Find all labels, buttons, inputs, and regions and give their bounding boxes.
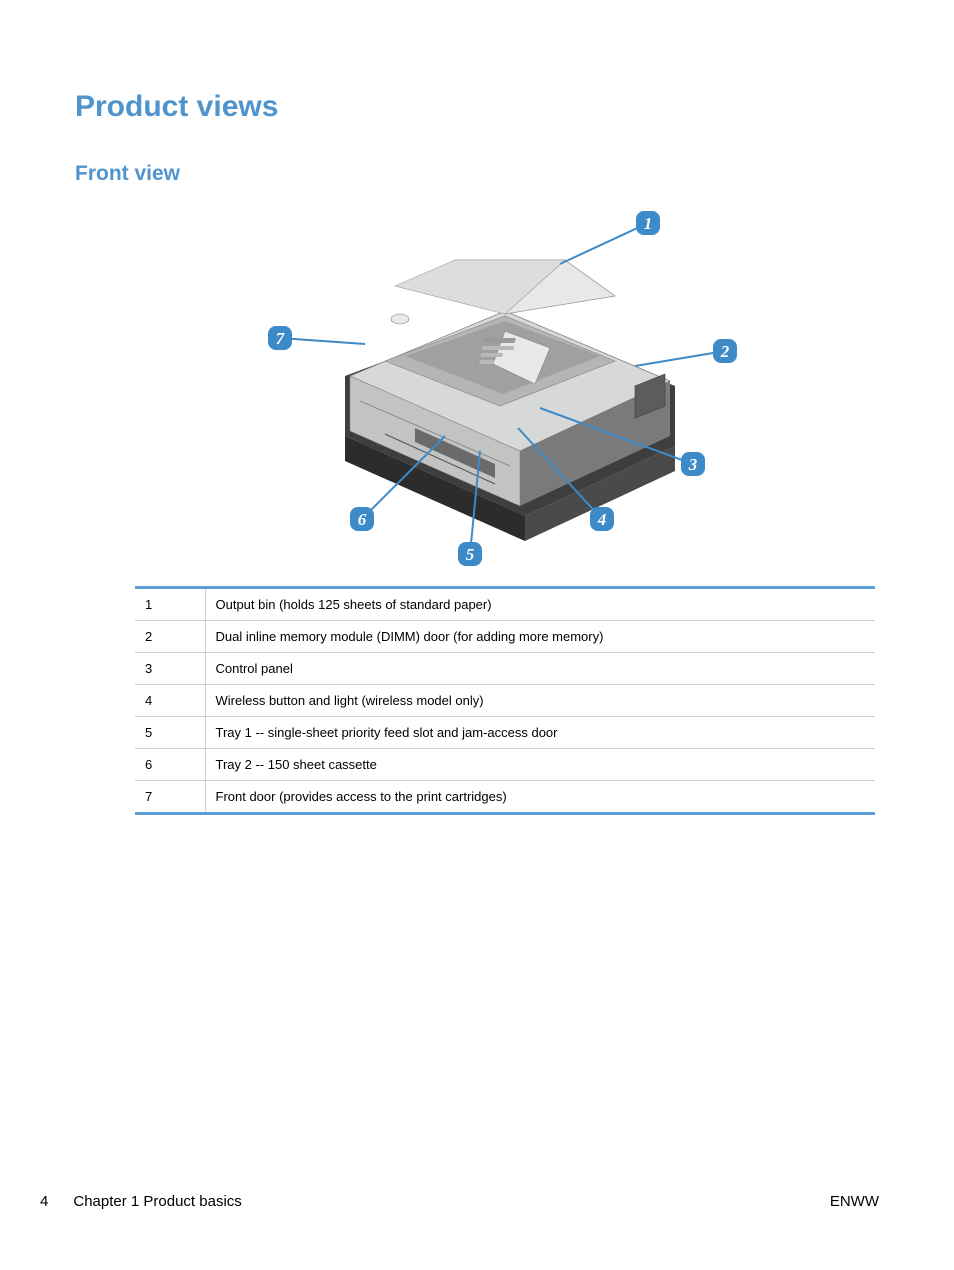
callout-bubble-6: 6 [350, 507, 374, 531]
table-row: 5Tray 1 -- single-sheet priority feed sl… [135, 717, 875, 749]
callout-bubble-3: 3 [681, 452, 705, 476]
section-title: Front view [75, 162, 879, 186]
page-title: Product views [75, 90, 879, 124]
row-description: Control panel [205, 653, 875, 685]
row-description: Dual inline memory module (DIMM) door (f… [205, 621, 875, 653]
table-row: 7Front door (provides access to the prin… [135, 781, 875, 814]
row-number: 5 [135, 717, 205, 749]
row-number: 4 [135, 685, 205, 717]
row-number: 6 [135, 749, 205, 781]
table-row: 1Output bin (holds 125 sheets of standar… [135, 588, 875, 621]
callout-bubble-1: 1 [636, 211, 660, 235]
printer-diagram-svg: 1 2 3 4 5 6 7 [135, 206, 875, 576]
callout-table: 1Output bin (holds 125 sheets of standar… [135, 586, 875, 815]
callout-bubble-2: 2 [713, 339, 737, 363]
callout-bubble-7: 7 [268, 326, 292, 350]
printer-body [345, 260, 675, 541]
row-description: Tray 2 -- 150 sheet cassette [205, 749, 875, 781]
table-row: 4Wireless button and light (wireless mod… [135, 685, 875, 717]
chapter-title: Chapter 1 Product basics [73, 1193, 241, 1210]
row-number: 1 [135, 588, 205, 621]
row-number: 7 [135, 781, 205, 814]
svg-text:1: 1 [644, 214, 653, 233]
row-description: Front door (provides access to the print… [205, 781, 875, 814]
table-row: 6Tray 2 -- 150 sheet cassette [135, 749, 875, 781]
svg-text:4: 4 [597, 510, 607, 529]
page-number: 4 [40, 1193, 48, 1210]
row-number: 3 [135, 653, 205, 685]
footer-right: ENWW [830, 1193, 879, 1210]
row-number: 2 [135, 621, 205, 653]
callout-bubble-5: 5 [458, 542, 482, 566]
table-row: 3Control panel [135, 653, 875, 685]
row-description: Output bin (holds 125 sheets of standard… [205, 588, 875, 621]
svg-text:5: 5 [466, 545, 475, 564]
callout-bubble-4: 4 [590, 507, 614, 531]
svg-text:2: 2 [720, 342, 730, 361]
front-view-diagram: 1 2 3 4 5 6 7 [135, 206, 875, 576]
row-description: Tray 1 -- single-sheet priority feed slo… [205, 717, 875, 749]
svg-text:3: 3 [688, 455, 698, 474]
svg-text:6: 6 [358, 510, 367, 529]
table-row: 2Dual inline memory module (DIMM) door (… [135, 621, 875, 653]
page-footer: 4 Chapter 1 Product basics ENWW [40, 1193, 879, 1210]
row-description: Wireless button and light (wireless mode… [205, 685, 875, 717]
